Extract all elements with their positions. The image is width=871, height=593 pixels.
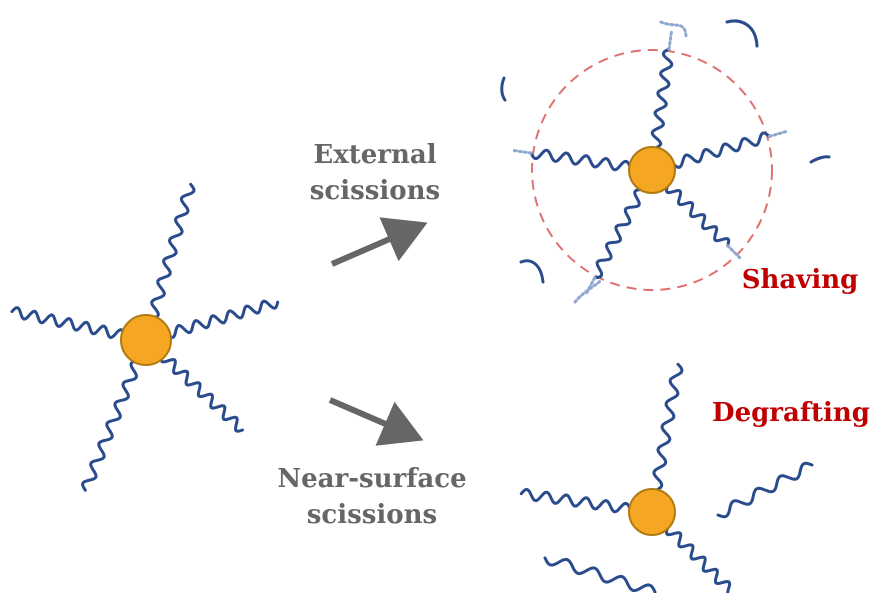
detached-chain	[716, 461, 814, 519]
nanoparticle-core	[120, 314, 172, 366]
label-external-line2: scissions	[310, 176, 440, 206]
chain-arm	[665, 526, 732, 593]
detached-fragment	[519, 259, 545, 284]
cut-chain-end	[767, 129, 789, 138]
label-degrafting: Degrafting	[712, 398, 870, 428]
detached-fragment	[500, 76, 507, 102]
chain-arm	[665, 184, 731, 248]
label-near-surface-line2: scissions	[307, 500, 437, 530]
detached-fragment	[809, 155, 831, 164]
degrafted-star-polymer	[519, 362, 814, 593]
cut-chain-end	[511, 149, 533, 155]
shaved-star-polymer	[500, 19, 831, 304]
chain-arm	[165, 299, 280, 339]
shaving-boundary-circle	[531, 49, 773, 291]
arrow-to-degrafting	[328, 397, 424, 446]
chain-arm	[593, 187, 644, 280]
detached-chain	[543, 556, 657, 593]
detached-fragment	[725, 19, 759, 48]
chain-arm	[10, 306, 126, 340]
chain-arm	[81, 358, 140, 492]
nanoparticle-core	[628, 146, 676, 194]
arrow-to-shaving	[330, 217, 428, 267]
detached-fragment	[659, 20, 688, 38]
label-near-surface-line1: Near-surface	[277, 464, 466, 494]
detached-fragment	[573, 278, 603, 304]
cut-chain-end	[667, 29, 673, 51]
nanoparticle-core	[628, 488, 676, 536]
initial-star-polymer	[10, 182, 280, 492]
cut-chain-end	[726, 244, 742, 260]
chain-arm	[159, 353, 244, 433]
label-external-line1: External	[313, 140, 436, 170]
chain-arm	[652, 362, 684, 492]
chain-arm	[150, 182, 196, 321]
chain-arm	[529, 148, 632, 172]
chain-arm	[671, 131, 771, 169]
chain-arm	[519, 487, 632, 514]
chain-arm	[650, 47, 674, 150]
label-shaving: Shaving	[742, 265, 859, 295]
